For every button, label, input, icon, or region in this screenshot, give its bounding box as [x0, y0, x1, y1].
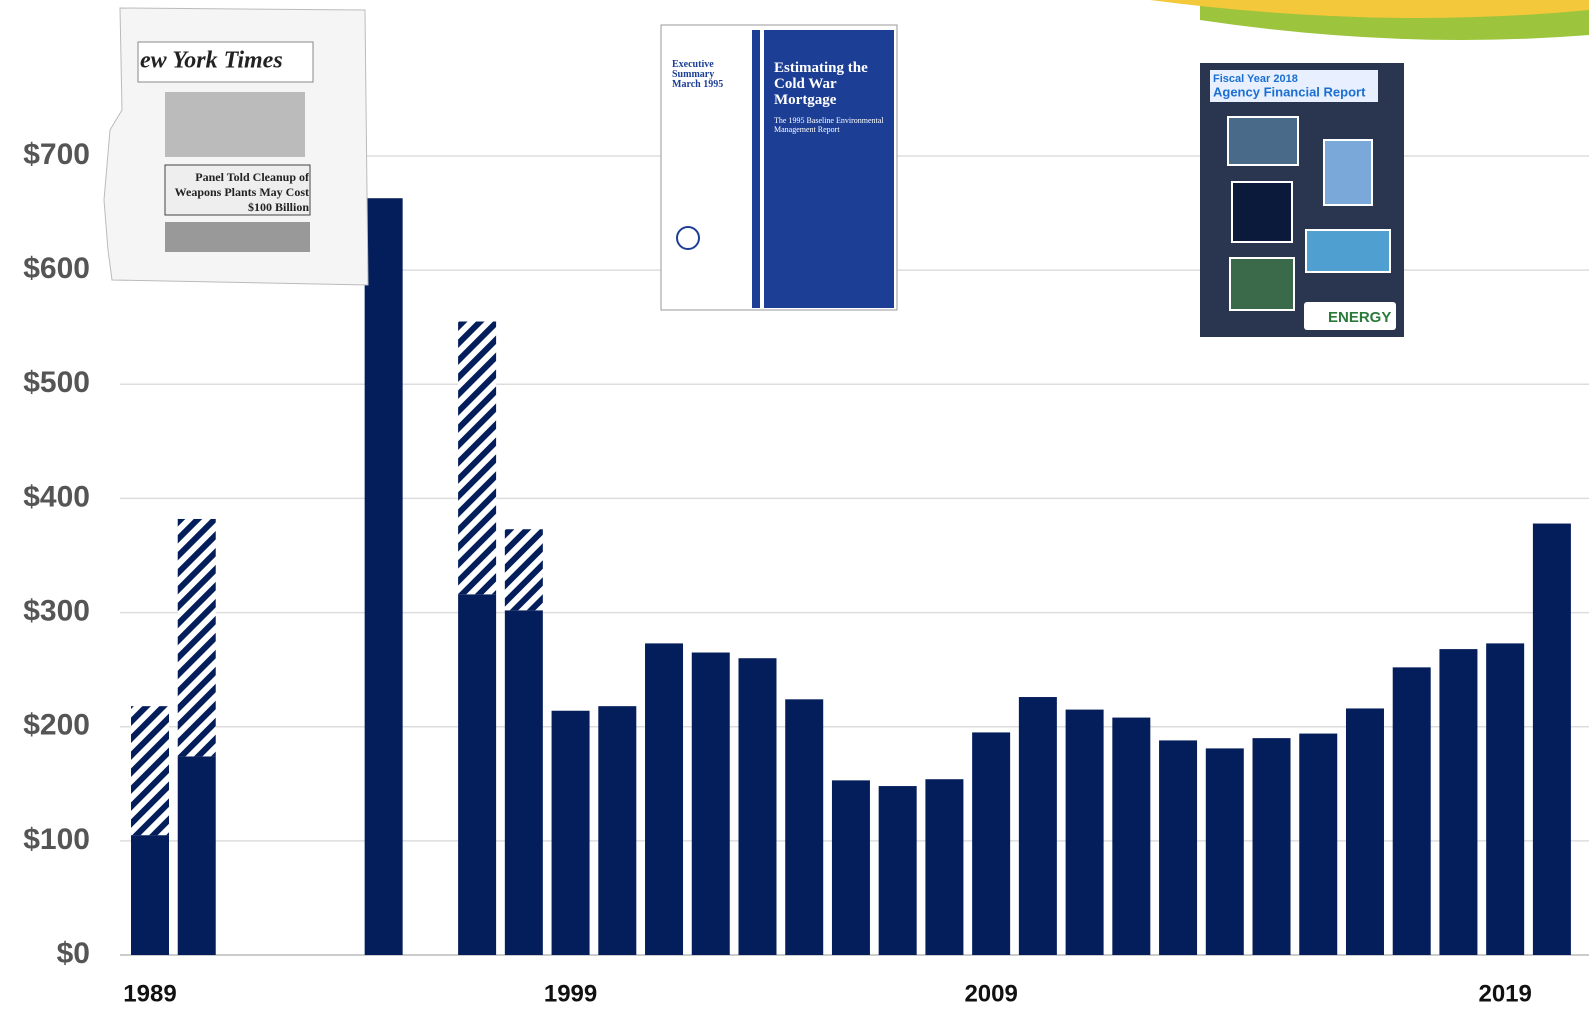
bar: [1486, 643, 1524, 955]
bar: [178, 756, 216, 955]
bar-hatched: [505, 529, 543, 610]
report-title: Estimating the Cold War Mortgage: [774, 60, 890, 108]
report-title: Agency Financial Report: [1213, 84, 1366, 99]
x-tick-label: 2019: [1478, 980, 1531, 1007]
bar: [458, 594, 496, 955]
bar: [1299, 734, 1337, 955]
page: ew York Times Panel Told Cleanup of Weap…: [0, 0, 1589, 1024]
x-tick-label: 1989: [123, 980, 176, 1007]
x-tick-label: 1999: [544, 980, 597, 1007]
bar: [1112, 718, 1150, 955]
bar: [1439, 649, 1477, 955]
report-year: Fiscal Year 2018: [1213, 73, 1298, 85]
bar: [1346, 708, 1384, 955]
bar: [1533, 524, 1571, 955]
y-tick-label: $100: [23, 823, 90, 856]
y-tick-label: $600: [23, 252, 90, 285]
report-1995-image: Executive Summary March 1995 Estimating …: [661, 25, 897, 310]
y-tick-label: $300: [23, 594, 90, 627]
report-side: Executive Summary March 1995: [672, 60, 744, 90]
bar: [692, 653, 730, 955]
y-tick-label: $500: [23, 366, 90, 399]
bar: [785, 699, 823, 955]
newspaper-image: ew York Times Panel Told Cleanup of Weap…: [104, 8, 368, 285]
chart: ew York Times Panel Told Cleanup of Weap…: [0, 0, 1589, 1024]
y-tick-label: $700: [23, 138, 90, 171]
bar-hatched: [131, 706, 169, 835]
bar: [738, 658, 776, 955]
y-tick-label: $200: [23, 709, 90, 742]
bar-hatched: [458, 322, 496, 595]
bar: [505, 610, 543, 955]
report-logo: ENERGY: [1328, 309, 1391, 326]
bar: [552, 711, 590, 955]
report-2018-image: Fiscal Year 2018 Agency Financial Report…: [1200, 63, 1404, 337]
bar: [1206, 748, 1244, 955]
report-subtitle: The 1995 Baseline Environmental Manageme…: [774, 116, 890, 134]
bar: [131, 835, 169, 955]
y-tick-label: $0: [57, 937, 90, 970]
bar: [598, 706, 636, 955]
bar-hatched: [178, 519, 216, 756]
bar: [1019, 697, 1057, 955]
bar: [972, 732, 1010, 955]
bar: [832, 780, 870, 955]
masthead: ew York Times: [140, 48, 283, 74]
bar: [1393, 667, 1431, 955]
bar: [1066, 710, 1104, 955]
x-tick-label: 2009: [964, 980, 1017, 1007]
bar: [925, 779, 963, 955]
bar: [879, 786, 917, 955]
bar: [365, 198, 403, 955]
bar: [645, 643, 683, 955]
bar: [1253, 738, 1291, 955]
bar: [1159, 740, 1197, 955]
headline: Panel Told Cleanup of Weapons Plants May…: [167, 170, 309, 214]
y-tick-label: $400: [23, 480, 90, 513]
